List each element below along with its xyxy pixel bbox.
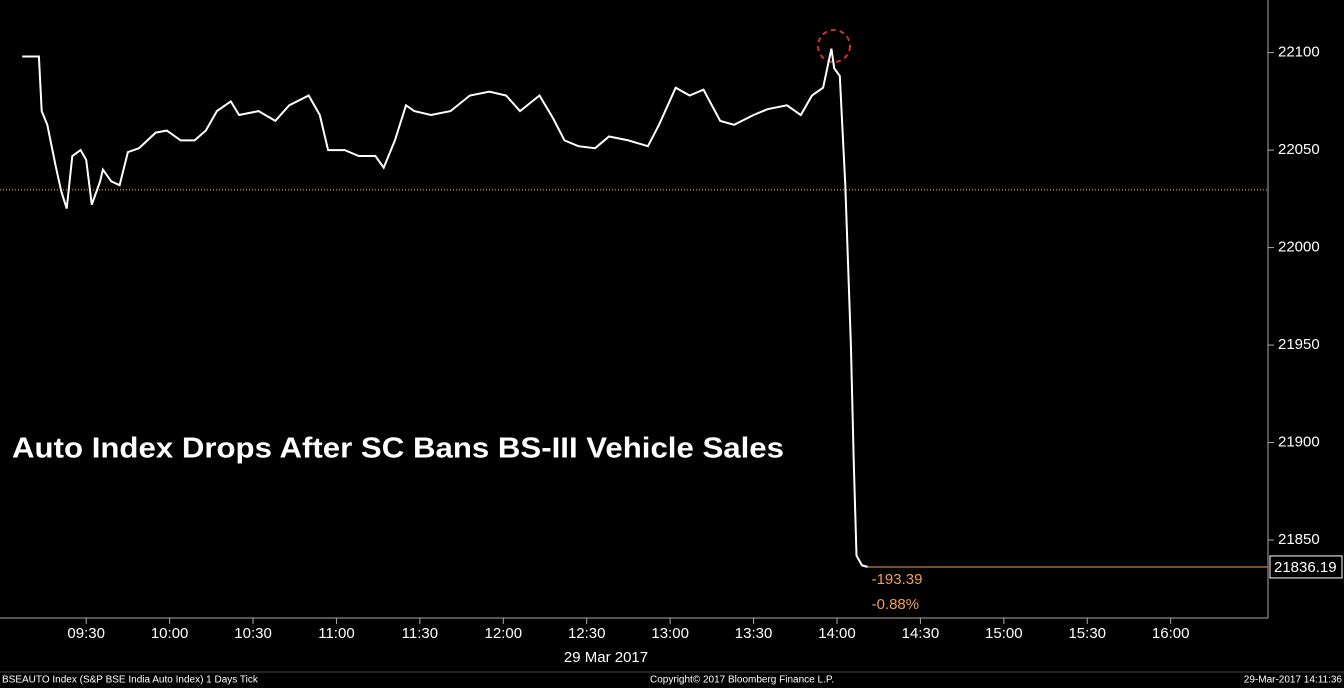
x-tick-label: 10:00 [151, 625, 189, 642]
last-value-box [1269, 555, 1343, 579]
x-tick-label: 15:30 [1068, 625, 1106, 642]
change-label: -0.88% [872, 596, 920, 613]
y-tick-label: 21850 [1278, 531, 1320, 548]
chart-title: Auto Index Drops After SC Bans BS-III Ve… [12, 433, 784, 465]
x-tick-label: 12:30 [568, 625, 606, 642]
x-tick-label: 11:00 [318, 625, 354, 642]
y-tick-label: 22100 [1278, 44, 1320, 61]
last-value-label: 21836.19 [1274, 559, 1337, 576]
y-tick-label: 21900 [1278, 434, 1320, 451]
y-tick-label: 22000 [1278, 239, 1320, 256]
x-tick-label: 13:00 [651, 625, 689, 642]
change-label: -193.39 [872, 571, 923, 588]
footer-right: 29-Mar-2017 14:11:36 [1244, 675, 1343, 686]
x-axis-label: 29 Mar 2017 [564, 649, 648, 666]
y-tick-label: 21950 [1278, 336, 1320, 353]
price-line [22, 48, 868, 568]
x-tick-label: 09:30 [67, 625, 105, 642]
x-tick-label: 14:00 [818, 625, 856, 642]
x-tick-label: 12:00 [485, 625, 523, 642]
x-tick-label: 14:30 [902, 625, 940, 642]
x-tick-label: 10:30 [234, 625, 272, 642]
x-tick-label: 11:30 [402, 625, 438, 642]
footer-left: BSEAUTO Index (S&P BSE India Auto Index)… [2, 675, 259, 686]
y-tick-label: 22050 [1278, 141, 1320, 158]
footer-center: Copyright© 2017 Bloomberg Finance L.P. [650, 675, 834, 686]
highlight-circle [817, 29, 851, 63]
x-tick-label: 13:30 [735, 625, 773, 642]
x-tick-label: 16:00 [1152, 625, 1190, 642]
x-tick-label: 15:00 [985, 625, 1023, 642]
